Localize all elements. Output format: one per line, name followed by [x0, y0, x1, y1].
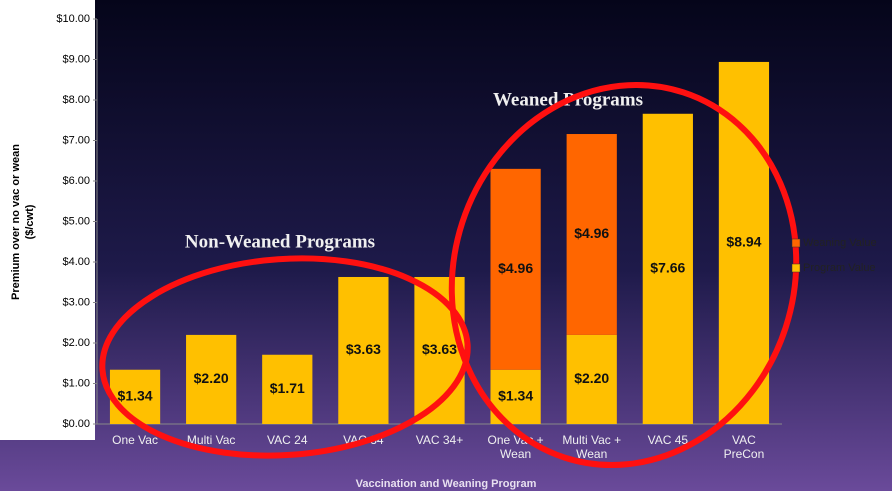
bar-segment [566, 334, 617, 424]
bar-segment [186, 334, 237, 424]
data-label: $1.34 [118, 388, 153, 404]
legend-swatch [791, 263, 801, 273]
bar-segment [490, 168, 541, 370]
y-axis-title-line: Premium over no vac or wean [10, 144, 22, 300]
legend-swatch [791, 238, 801, 248]
bar-segment [109, 369, 161, 424]
x-tick-label: VAC 34+ [416, 433, 463, 447]
x-tick-label: VAC 24 [267, 433, 308, 447]
x-tick-label: VAC PreCon [724, 433, 765, 461]
legend-label: Program Value [803, 262, 876, 274]
bar-segment [262, 354, 313, 424]
bar-segment [718, 61, 770, 425]
y-tick-label: $2.00 [62, 337, 90, 349]
data-label: $2.20 [194, 370, 229, 386]
data-label: $1.71 [270, 380, 305, 396]
y-tick-label: $5.00 [62, 215, 90, 227]
legend-label: Weaning Value [803, 237, 877, 249]
y-tick-label: $4.00 [62, 256, 90, 268]
x-tick-label: One Vac [112, 433, 158, 447]
y-axis-title: Premium over no vac or wean ($/cwt) [10, 144, 36, 300]
data-label: $7.66 [650, 260, 685, 276]
data-label: $4.96 [574, 225, 609, 241]
y-tick-label: $8.00 [62, 94, 90, 106]
y-axis-title-line: ($/cwt) [24, 204, 36, 239]
y-tick-label: $0.00 [62, 418, 90, 430]
y-tick-label: $9.00 [62, 53, 90, 65]
data-label: $8.94 [726, 234, 761, 250]
axis-panel [0, 0, 95, 440]
bar-segment [338, 276, 389, 424]
bar-segment [642, 113, 693, 425]
y-tick-label: $1.00 [62, 377, 90, 389]
y-tick-label: $3.00 [62, 296, 90, 308]
highlight-ellipse [99, 255, 471, 459]
x-tick-label: VAC 45 [648, 433, 689, 447]
y-tick-label: $6.00 [62, 175, 90, 187]
x-tick-label: Multi Vac + Wean [562, 433, 621, 461]
highlight-ellipse [448, 81, 800, 469]
y-tick-label: $7.00 [62, 134, 90, 146]
data-label: $3.63 [346, 341, 381, 357]
annotation: Non-Weaned Programs [185, 231, 375, 252]
data-label: $1.34 [498, 388, 533, 404]
data-label: $2.20 [574, 370, 609, 386]
plot: $0.00 $1.00 $2.00 $3.00 $4.00 $5.00 $6.00 $7.00… [56, 13, 782, 461]
bar-segment [566, 134, 617, 335]
data-label: $3.63 [422, 341, 457, 357]
x-tick-label: Multi Vac [187, 433, 235, 447]
data-label: $4.96 [498, 260, 533, 276]
x-axis-title: Vaccination and Weaning Program [356, 478, 537, 490]
y-tick-label: $10.00 [56, 13, 90, 25]
